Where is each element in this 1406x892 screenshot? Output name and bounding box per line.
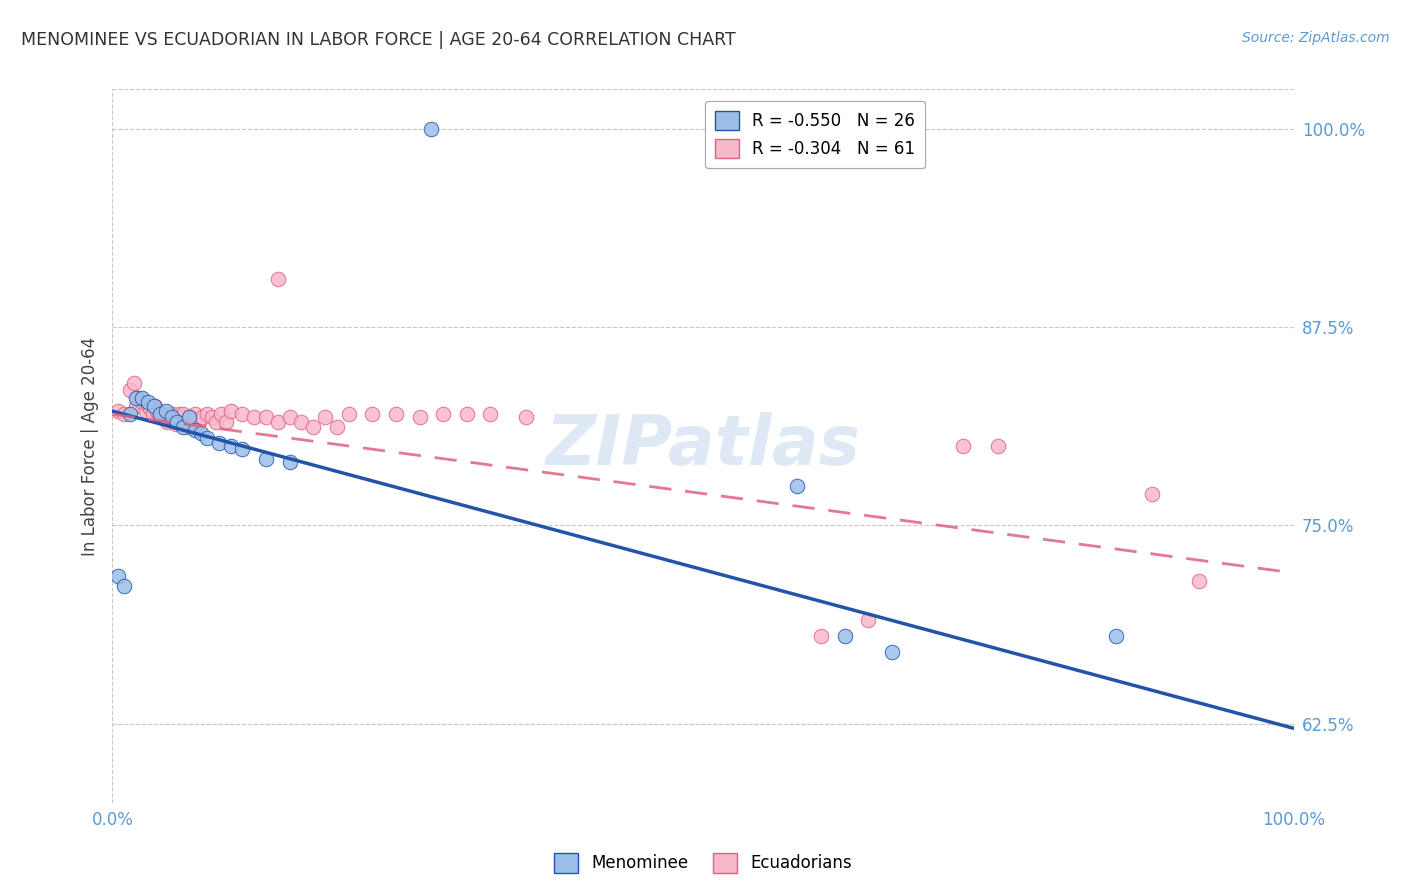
Point — [172, 407, 194, 421]
Point — [215, 415, 238, 429]
Point — [515, 410, 537, 425]
Point — [191, 410, 214, 425]
Point — [167, 407, 190, 421]
Point — [208, 435, 231, 450]
Point — [127, 392, 149, 406]
Point — [361, 407, 384, 421]
Point — [190, 426, 212, 441]
Point — [187, 415, 209, 429]
Point — [385, 407, 408, 421]
Point — [479, 407, 502, 421]
Point — [219, 404, 242, 418]
Y-axis label: In Labor Force | Age 20-64: In Labor Force | Age 20-64 — [80, 336, 98, 556]
Point — [1188, 574, 1211, 588]
Point — [166, 415, 188, 429]
Point — [337, 407, 360, 421]
Point — [156, 415, 179, 429]
Point — [125, 392, 148, 406]
Point — [278, 410, 301, 425]
Point — [290, 415, 312, 429]
Point — [456, 407, 478, 421]
Point — [136, 398, 159, 412]
Point — [195, 407, 218, 421]
Point — [314, 410, 336, 425]
Point — [136, 394, 159, 409]
Point — [243, 410, 266, 425]
Point — [179, 410, 201, 425]
Point — [254, 410, 277, 425]
Point — [122, 376, 145, 390]
Point — [209, 407, 232, 421]
Point — [195, 431, 218, 445]
Point — [219, 439, 242, 453]
Point — [786, 478, 808, 492]
Point — [153, 407, 176, 421]
Point — [170, 410, 193, 425]
Text: MENOMINEE VS ECUADORIAN IN LABOR FORCE | AGE 20-64 CORRELATION CHART: MENOMINEE VS ECUADORIAN IN LABOR FORCE |… — [21, 31, 735, 49]
Point — [408, 410, 430, 425]
Point — [810, 629, 832, 643]
Point — [201, 410, 224, 425]
Point — [420, 121, 443, 136]
Point — [112, 407, 135, 421]
Point — [880, 645, 903, 659]
Point — [184, 423, 207, 437]
Point — [1105, 629, 1128, 643]
Point — [267, 415, 290, 429]
Point — [858, 614, 880, 628]
Point — [160, 410, 183, 425]
Point — [150, 410, 173, 425]
Point — [163, 414, 186, 428]
Point — [142, 400, 165, 414]
Point — [142, 407, 165, 421]
Point — [155, 404, 177, 418]
Legend: Menominee, Ecuadorians: Menominee, Ecuadorians — [548, 847, 858, 880]
Point — [143, 400, 166, 414]
Point — [157, 410, 180, 425]
Point — [131, 394, 153, 409]
Point — [120, 384, 142, 398]
Point — [184, 407, 207, 421]
Point — [267, 272, 290, 286]
Point — [125, 400, 148, 414]
Legend: R = -0.550   N = 26, R = -0.304   N = 61: R = -0.550 N = 26, R = -0.304 N = 61 — [706, 101, 925, 168]
Point — [107, 569, 129, 583]
Point — [146, 404, 169, 418]
Point — [165, 417, 187, 431]
Point — [149, 407, 172, 421]
Point — [987, 439, 1010, 453]
Point — [952, 439, 974, 453]
Point — [205, 415, 228, 429]
Point — [231, 442, 253, 457]
Point — [179, 410, 201, 425]
Point — [1140, 486, 1163, 500]
Point — [834, 629, 856, 643]
Text: ZIPatlas: ZIPatlas — [546, 412, 860, 480]
Point — [302, 420, 325, 434]
Point — [131, 392, 153, 406]
Text: Source: ZipAtlas.com: Source: ZipAtlas.com — [1241, 31, 1389, 45]
Point — [278, 455, 301, 469]
Point — [139, 401, 162, 415]
Point — [149, 407, 172, 421]
Point — [112, 578, 135, 592]
Point — [432, 407, 454, 421]
Point — [107, 404, 129, 418]
Point — [120, 407, 142, 421]
Point — [181, 415, 204, 429]
Point — [160, 407, 183, 421]
Point — [135, 404, 157, 418]
Point — [231, 407, 253, 421]
Point — [172, 420, 194, 434]
Point — [174, 415, 197, 429]
Point — [177, 420, 200, 434]
Point — [326, 420, 349, 434]
Point — [254, 451, 277, 466]
